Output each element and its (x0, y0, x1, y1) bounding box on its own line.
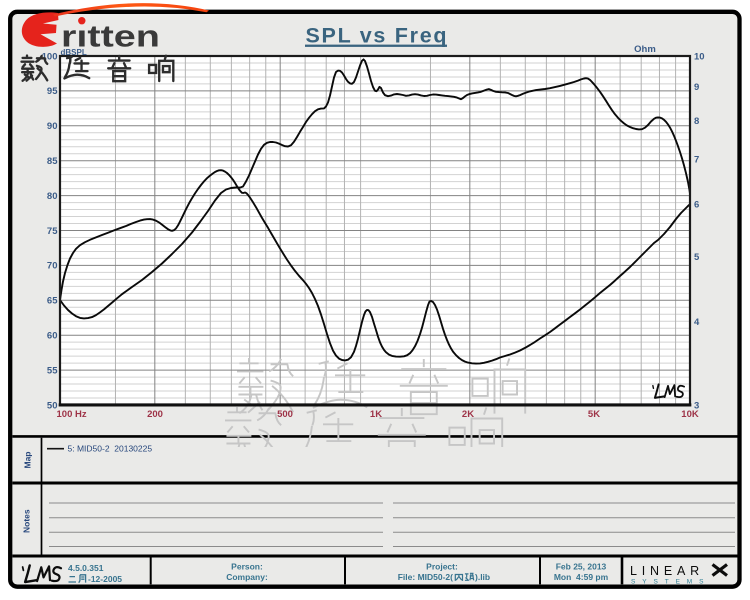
svg-text:4: 4 (694, 317, 700, 328)
svg-text:rıtten: rıtten (61, 20, 160, 54)
svg-text:LINEAR: LINEAR (630, 564, 704, 578)
svg-text:Notes: Notes (22, 509, 32, 533)
svg-text:5: MID50-2 20130225: 5: MID50-2 20130225 (68, 444, 153, 454)
svg-text:10: 10 (694, 51, 705, 62)
svg-text:2K: 2K (462, 409, 474, 420)
svg-text:1K: 1K (370, 409, 382, 420)
svg-text:dBSPL: dBSPL (61, 48, 87, 57)
svg-text:).lib: ).lib (475, 572, 490, 582)
svg-text:5K: 5K (588, 409, 600, 420)
svg-text:9: 9 (694, 82, 699, 93)
svg-text:-12-2005: -12-2005 (88, 574, 122, 584)
svg-text:50: 50 (47, 400, 58, 411)
svg-text:7: 7 (694, 155, 699, 166)
svg-text:Company:: Company: (226, 572, 268, 582)
svg-text:Ohm: Ohm (634, 44, 656, 55)
svg-text:70: 70 (47, 261, 58, 272)
svg-text:File: MID50-2(: File: MID50-2( (398, 572, 453, 582)
svg-text:500: 500 (277, 409, 293, 420)
svg-text:Person:: Person: (231, 562, 263, 572)
svg-text:100: 100 (42, 51, 58, 62)
svg-text:75: 75 (47, 226, 58, 237)
svg-text:6: 6 (694, 199, 699, 210)
svg-text:200: 200 (147, 409, 163, 420)
svg-text:8: 8 (694, 116, 699, 127)
svg-text:4.5.0.351: 4.5.0.351 (68, 563, 104, 573)
svg-text:Project:: Project: (426, 562, 458, 572)
svg-text:Map: Map (23, 452, 33, 469)
svg-text:90: 90 (47, 121, 58, 132)
svg-text:80: 80 (47, 191, 58, 202)
svg-text:85: 85 (47, 156, 58, 167)
svg-text:95: 95 (47, 86, 58, 97)
svg-text:SYSTEMS: SYSTEMS (631, 579, 710, 586)
svg-text:Mon 4:59 pm: Mon 4:59 pm (554, 572, 609, 582)
svg-text:SPL vs Freq: SPL vs Freq (306, 24, 447, 48)
svg-text:100 Hz: 100 Hz (57, 409, 87, 420)
svg-text:55: 55 (47, 365, 58, 376)
svg-text:60: 60 (47, 331, 58, 342)
svg-text:Feb 25, 2013: Feb 25, 2013 (556, 562, 607, 572)
svg-text:5: 5 (694, 252, 700, 263)
svg-text:3: 3 (694, 400, 699, 411)
svg-text:65: 65 (47, 296, 58, 307)
svg-text:10K: 10K (681, 409, 699, 420)
